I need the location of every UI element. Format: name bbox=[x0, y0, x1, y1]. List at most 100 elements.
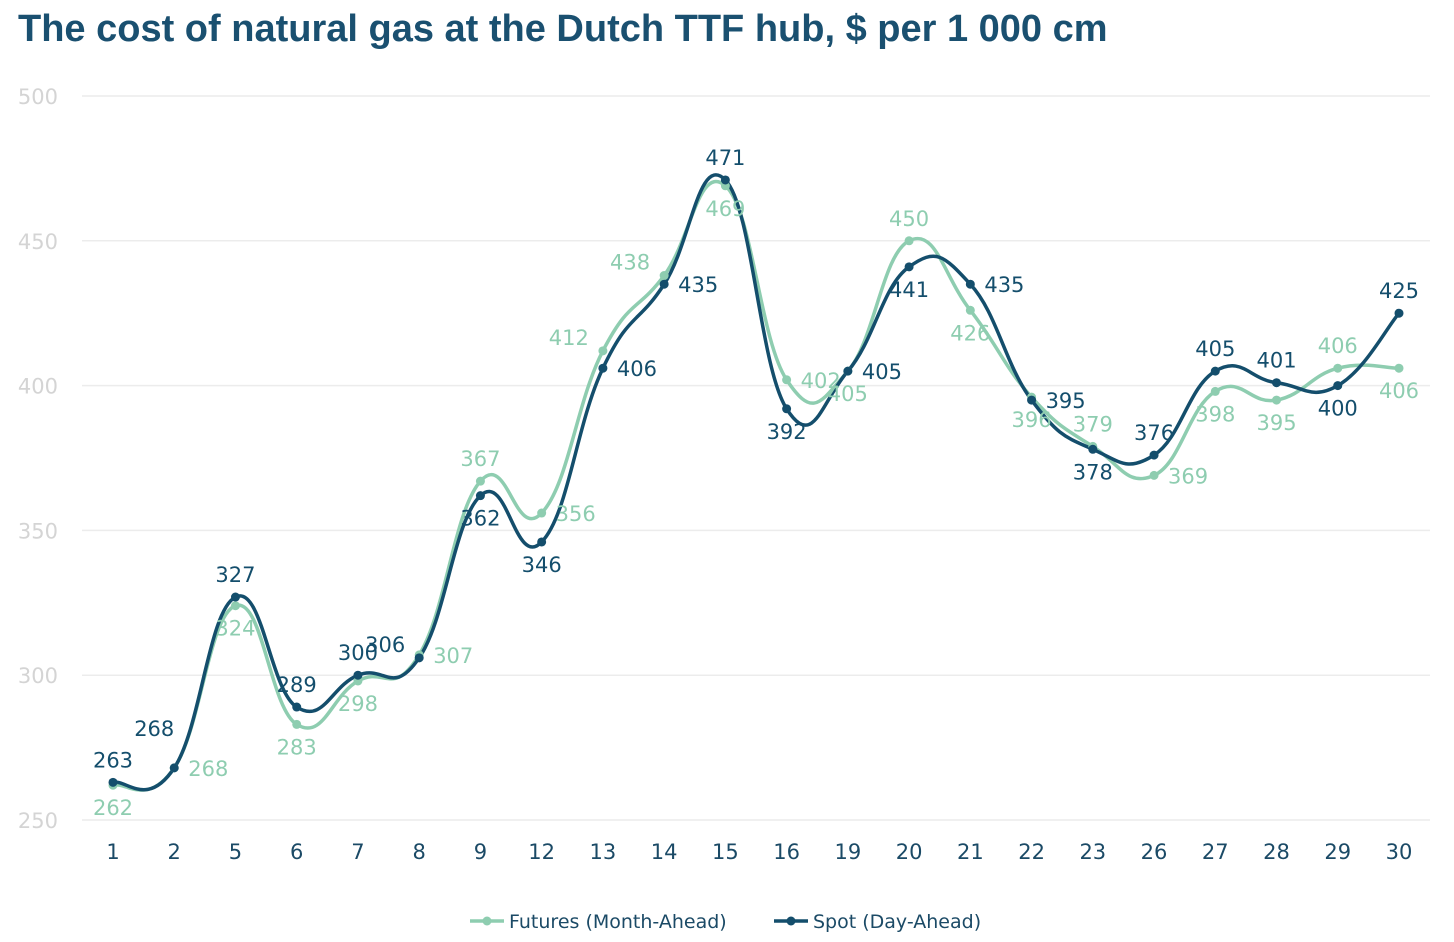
data-labels: 2622683242832983073673564124384694024054… bbox=[93, 146, 1419, 820]
x-tick-label: 27 bbox=[1202, 840, 1229, 864]
data-point bbox=[1149, 450, 1159, 460]
x-tick-label: 15 bbox=[712, 840, 739, 864]
data-label: 471 bbox=[705, 146, 745, 170]
data-point bbox=[598, 363, 608, 373]
x-tick-label: 5 bbox=[229, 840, 242, 864]
data-label: 438 bbox=[610, 251, 650, 275]
data-point bbox=[598, 346, 608, 356]
x-tick-label: 9 bbox=[474, 840, 487, 864]
data-label: 425 bbox=[1379, 279, 1419, 303]
data-point bbox=[843, 366, 853, 376]
data-point bbox=[292, 702, 302, 712]
x-tick-label: 6 bbox=[290, 840, 303, 864]
x-tick-label: 12 bbox=[528, 840, 555, 864]
data-label: 401 bbox=[1256, 349, 1296, 373]
data-label: 367 bbox=[460, 447, 500, 471]
data-point bbox=[108, 777, 118, 787]
data-label: 396 bbox=[1012, 408, 1052, 432]
data-label: 395 bbox=[1256, 411, 1296, 435]
data-label: 362 bbox=[460, 507, 500, 531]
legend-swatch-marker bbox=[482, 916, 492, 926]
data-label: 263 bbox=[93, 748, 133, 772]
data-label: 306 bbox=[365, 633, 405, 657]
data-label: 300 bbox=[338, 641, 378, 665]
data-label: 379 bbox=[1073, 412, 1113, 436]
gridlines bbox=[82, 95, 1430, 821]
data-point bbox=[965, 279, 975, 289]
data-label: 262 bbox=[93, 796, 133, 820]
legend-label: Spot (Day-Ahead) bbox=[813, 911, 981, 933]
x-tick-label: 16 bbox=[773, 840, 800, 864]
data-point bbox=[353, 670, 363, 680]
y-tick-label: 500 bbox=[18, 85, 58, 109]
data-point bbox=[537, 537, 547, 547]
data-point bbox=[1394, 363, 1404, 373]
data-point bbox=[230, 601, 240, 611]
data-point bbox=[904, 262, 914, 272]
y-tick-label: 450 bbox=[18, 230, 58, 254]
y-axis-ticks: 250 300 350 400 450 500 bbox=[18, 85, 58, 833]
x-tick-label: 1 bbox=[106, 840, 119, 864]
x-tick-label: 14 bbox=[651, 840, 678, 864]
data-point bbox=[659, 279, 669, 289]
data-point bbox=[475, 491, 485, 501]
x-tick-label: 26 bbox=[1141, 840, 1168, 864]
legend-label: Futures (Month-Ahead) bbox=[509, 911, 727, 933]
chart-title: The cost of natural gas at the Dutch TTF… bbox=[18, 8, 1108, 50]
data-point bbox=[1210, 366, 1220, 376]
x-tick-label: 8 bbox=[413, 840, 426, 864]
data-label: 405 bbox=[828, 382, 868, 406]
legend-swatch-marker bbox=[786, 916, 796, 926]
data-label: 402 bbox=[801, 369, 841, 393]
series-line-0 bbox=[111, 179, 1401, 792]
data-point bbox=[292, 719, 302, 729]
data-point bbox=[1272, 395, 1282, 405]
data-label: 392 bbox=[767, 420, 807, 444]
y-tick-label: 250 bbox=[18, 809, 58, 833]
data-label: 378 bbox=[1073, 460, 1113, 484]
data-point bbox=[782, 375, 792, 385]
data-point bbox=[1210, 386, 1220, 396]
y-tick-label: 300 bbox=[18, 664, 58, 688]
data-point bbox=[904, 236, 914, 246]
data-point bbox=[537, 508, 547, 518]
x-tick-label: 23 bbox=[1079, 840, 1106, 864]
data-label: 405 bbox=[1195, 337, 1235, 361]
data-label: 400 bbox=[1318, 397, 1358, 421]
data-point bbox=[965, 305, 975, 315]
data-point bbox=[782, 404, 792, 414]
data-label: 298 bbox=[338, 692, 378, 716]
data-point bbox=[414, 653, 424, 663]
data-label: 283 bbox=[277, 735, 317, 759]
x-tick-label: 7 bbox=[351, 840, 364, 864]
data-label: 307 bbox=[433, 644, 473, 668]
data-point bbox=[720, 175, 730, 185]
data-label: 395 bbox=[1046, 389, 1086, 413]
data-label: 268 bbox=[134, 717, 174, 741]
x-tick-label: 20 bbox=[896, 840, 923, 864]
y-tick-label: 350 bbox=[18, 519, 58, 543]
y-tick-label: 400 bbox=[18, 375, 58, 399]
data-point bbox=[1333, 381, 1343, 391]
x-tick-label: 28 bbox=[1263, 840, 1290, 864]
data-point bbox=[475, 476, 485, 486]
data-label: 327 bbox=[215, 563, 255, 587]
data-label: 469 bbox=[705, 197, 745, 221]
data-point bbox=[659, 271, 669, 281]
data-label: 346 bbox=[522, 553, 562, 577]
data-label: 406 bbox=[1318, 334, 1358, 358]
data-label: 406 bbox=[1379, 379, 1419, 403]
data-point bbox=[1149, 470, 1159, 480]
data-label: 376 bbox=[1134, 421, 1174, 445]
data-point bbox=[1027, 395, 1037, 405]
x-tick-label: 19 bbox=[834, 840, 861, 864]
data-point bbox=[230, 592, 240, 602]
data-label: 441 bbox=[889, 278, 929, 302]
data-label: 356 bbox=[556, 502, 596, 526]
data-point bbox=[1333, 363, 1343, 373]
data-label: 398 bbox=[1195, 402, 1235, 426]
x-tick-label: 21 bbox=[957, 840, 984, 864]
data-label: 412 bbox=[549, 326, 589, 350]
x-tick-label: 13 bbox=[590, 840, 617, 864]
